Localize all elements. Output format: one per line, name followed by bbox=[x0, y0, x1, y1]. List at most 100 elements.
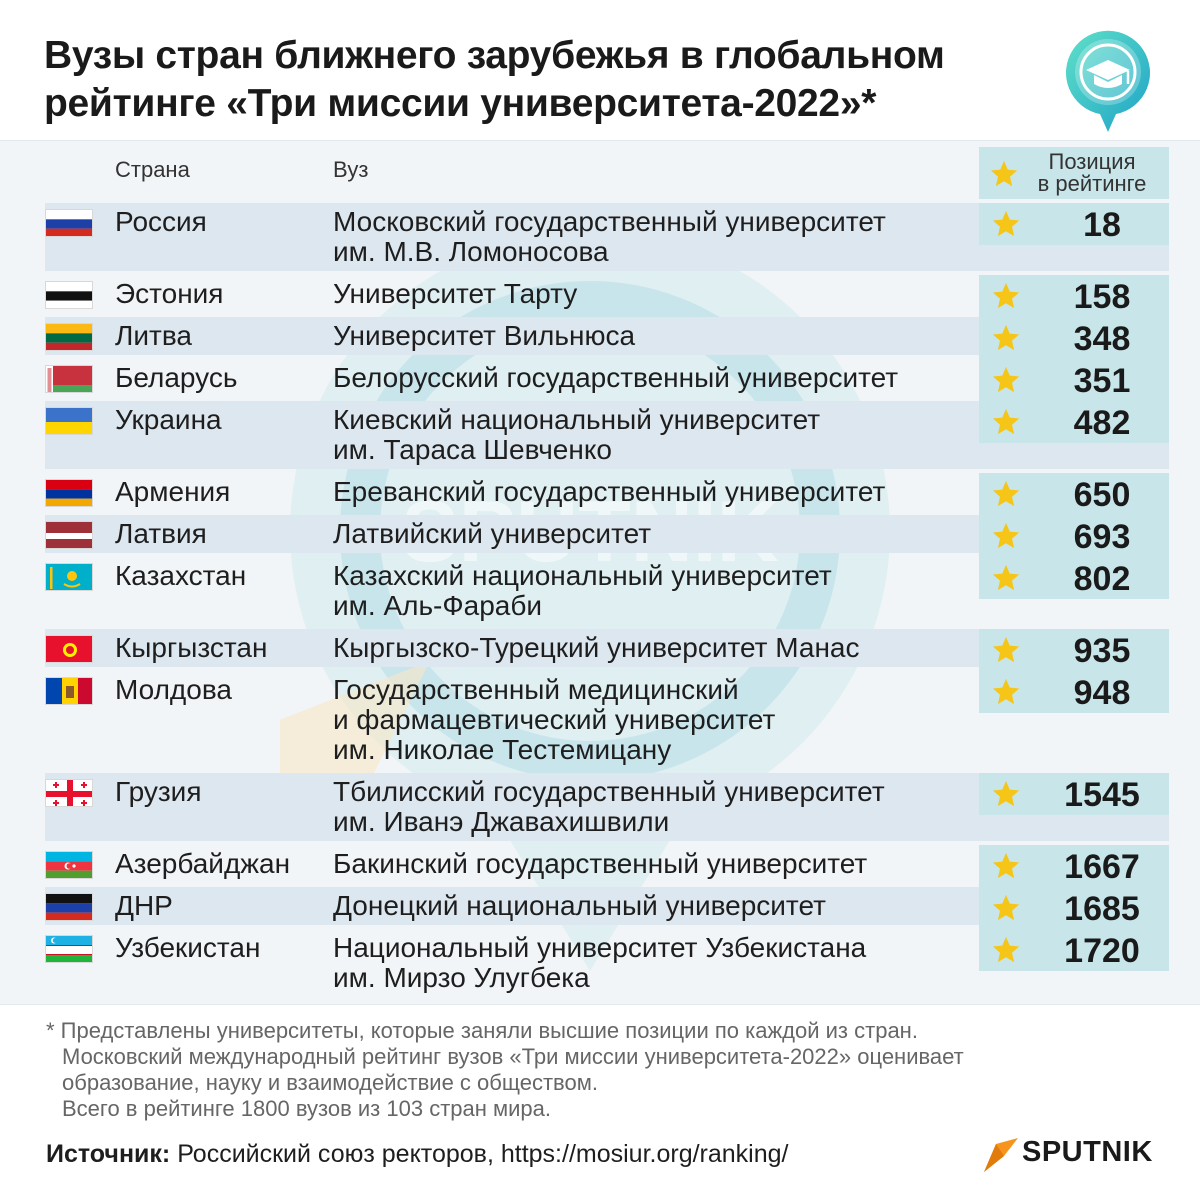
country-name: Грузия bbox=[115, 776, 202, 807]
star-icon bbox=[992, 894, 1020, 921]
star-icon bbox=[992, 366, 1020, 393]
rank-value: 1720 bbox=[1064, 932, 1140, 970]
star-icon bbox=[992, 780, 1020, 807]
rank-badge: 802 bbox=[979, 557, 1169, 599]
university-name-line: им. Николае Тестемицану bbox=[333, 734, 672, 765]
page-title: Вузы стран ближнего зарубежья в глобальн… bbox=[44, 32, 1044, 128]
country-name: Молдова bbox=[115, 674, 232, 705]
rank-badge: 482 bbox=[979, 401, 1169, 443]
university-name-line: Ереванский государственный университет bbox=[333, 476, 886, 507]
footnote-line-1: * Представлены университеты, которые зан… bbox=[46, 1018, 918, 1043]
kyrgyzstan-flag-icon bbox=[45, 635, 93, 663]
graduation-cap-pin-icon bbox=[1066, 30, 1150, 132]
header: Вузы стран ближнего зарубежья в глобальн… bbox=[0, 0, 1200, 140]
university-name-line: Государственный медицинский bbox=[333, 674, 739, 705]
table-row: Казахстан Казахский национальный универси… bbox=[45, 557, 1169, 625]
table-row: Молдова Государственный медицинский и фарм… bbox=[45, 671, 1169, 769]
table-row: Грузия Тбилисский государственный универс… bbox=[45, 773, 1169, 841]
rank-value: 1545 bbox=[1064, 776, 1140, 814]
university-name-line: и фармацевтический университет bbox=[333, 704, 776, 735]
column-header-university: Вуз bbox=[333, 157, 369, 182]
university-name: Университет Вильнюса bbox=[333, 321, 973, 351]
university-name: Бакинский государственный университет bbox=[333, 849, 973, 879]
university-name: Ереванский государственный университет bbox=[333, 477, 973, 507]
table-row: Армения Ереванский государственный универ… bbox=[45, 473, 1169, 515]
rank-badge: 1720 bbox=[979, 929, 1169, 971]
university-name: Киевский национальный университет им. Тар… bbox=[333, 405, 973, 465]
azerbaijan-flag-icon bbox=[45, 851, 93, 879]
star-icon bbox=[992, 678, 1020, 705]
table-row: Азербайджан Бакинский государственный уни… bbox=[45, 845, 1169, 887]
kazakhstan-flag-icon bbox=[45, 563, 93, 591]
footnote-line-4: Всего в рейтинге 1800 вузов из 103 стран… bbox=[62, 1096, 552, 1121]
sputnik-logo-icon bbox=[984, 1138, 1018, 1172]
rank-value: 1667 bbox=[1064, 848, 1140, 886]
star-icon bbox=[990, 160, 1018, 187]
rank-badge: 18 bbox=[979, 203, 1169, 245]
country-name: Украина bbox=[115, 404, 222, 435]
star-icon bbox=[992, 636, 1020, 663]
country-name: Азербайджан bbox=[115, 848, 291, 879]
title-line-2: рейтинге «Три миссии университета-2022»* bbox=[44, 82, 877, 125]
university-name: Тбилисский государственный университет им… bbox=[333, 777, 973, 837]
rank-badge: 1667 bbox=[979, 845, 1169, 887]
star-icon bbox=[992, 936, 1020, 963]
university-name: Московский государственный университет им… bbox=[333, 207, 973, 267]
university-name: Казахский национальный университет им. Ал… bbox=[333, 561, 973, 621]
rank-value: 351 bbox=[1073, 362, 1131, 400]
belarus-flag-icon bbox=[45, 365, 93, 393]
rank-badge: 650 bbox=[979, 473, 1169, 515]
russia-flag-icon bbox=[45, 209, 93, 237]
rank-value: 482 bbox=[1073, 404, 1131, 442]
country-name: Армения bbox=[115, 476, 231, 507]
university-name: Латвийский университет bbox=[333, 519, 973, 549]
latvia-flag-icon bbox=[45, 521, 93, 549]
brand-name: SPUTNIK bbox=[1022, 1136, 1153, 1168]
university-name-line: Бакинский государственный университет bbox=[333, 848, 868, 879]
university-name: Белорусский государственный университет bbox=[333, 363, 973, 393]
university-name-line: Университет Тарту bbox=[333, 278, 578, 309]
rank-value: 18 bbox=[1083, 206, 1121, 244]
country-name: Беларусь bbox=[115, 362, 238, 393]
rank-value: 935 bbox=[1073, 632, 1131, 670]
table-row: ДНР Донецкий национальный университет 1685 bbox=[45, 887, 1169, 929]
university-name: Университет Тарту bbox=[333, 279, 973, 309]
university-name-line: Кыргызско-Турецкий университет Манас bbox=[333, 632, 860, 663]
rank-badge: 693 bbox=[979, 515, 1169, 557]
country-name: Казахстан bbox=[115, 560, 247, 591]
title-line-1: Вузы стран ближнего зарубежья в глобальн… bbox=[44, 34, 945, 77]
university-name-line: им. Иванэ Джавахишвили bbox=[333, 806, 670, 837]
brand-logo: SPUTNIK bbox=[982, 1134, 1172, 1174]
rank-badge: 935 bbox=[979, 629, 1169, 671]
footnote-line-2: Московский международный рейтинг вузов «… bbox=[62, 1044, 964, 1069]
rank-value: 158 bbox=[1073, 278, 1131, 316]
university-name-line: им. М.В. Ломоносова bbox=[333, 236, 609, 267]
ukraine-flag-icon bbox=[45, 407, 93, 435]
rank-badge: 1545 bbox=[979, 773, 1169, 815]
rank-value: 693 bbox=[1073, 518, 1131, 556]
university-name-line: Белорусский государственный университет bbox=[333, 362, 899, 393]
rank-value: 348 bbox=[1073, 320, 1131, 358]
university-name-line: Казахский национальный университет bbox=[333, 560, 832, 591]
source-text: Российский союз ректоров, https://mosiur… bbox=[170, 1140, 789, 1168]
lithuania-flag-icon bbox=[45, 323, 93, 351]
country-name: Россия bbox=[115, 206, 207, 237]
university-name: Кыргызско-Турецкий университет Манас bbox=[333, 633, 973, 663]
star-icon bbox=[992, 480, 1020, 507]
country-name: Узбекистан bbox=[115, 932, 261, 963]
column-header-rank: Позиция в рейтинге bbox=[979, 147, 1169, 199]
rank-badge: 1685 bbox=[979, 887, 1169, 929]
georgia-flag-icon bbox=[45, 779, 93, 807]
university-name-line: Тбилисский государственный университет bbox=[333, 776, 885, 807]
table-row: Украина Киевский национальный университет… bbox=[45, 401, 1169, 469]
rank-value: 650 bbox=[1073, 476, 1131, 514]
star-icon bbox=[992, 564, 1020, 591]
table-row: Узбекистан Национальный университет Узбек… bbox=[45, 929, 1169, 997]
moldova-flag-icon bbox=[45, 677, 93, 705]
university-name-line: Латвийский университет bbox=[333, 518, 652, 549]
star-icon bbox=[992, 852, 1020, 879]
star-icon bbox=[992, 408, 1020, 435]
university-name: Национальный университет Узбекистана им. … bbox=[333, 933, 973, 993]
country-name: Эстония bbox=[115, 278, 224, 309]
column-header-rank-label: Позиция в рейтинге bbox=[1037, 149, 1147, 196]
